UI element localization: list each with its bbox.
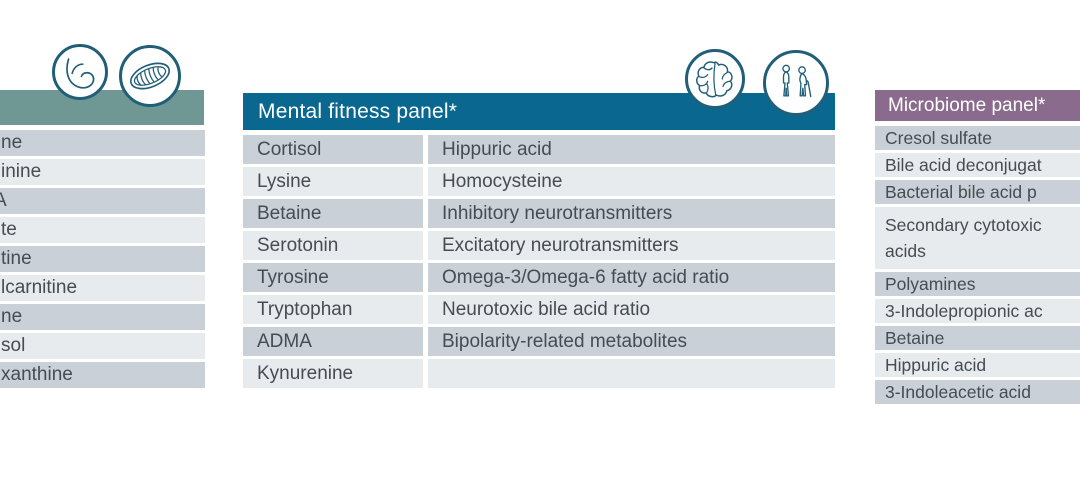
table-row: Cortisol Hippuric acid xyxy=(243,135,835,164)
table-row: xanthine xyxy=(0,362,205,388)
table-cell: Hippuric acid xyxy=(428,135,835,164)
microbiome-title: Microbiome panel* xyxy=(888,94,1046,116)
table-row: ne xyxy=(0,130,205,156)
table-cell: Kynurenine xyxy=(243,359,423,388)
table-cell: Bipolarity-related metabolites xyxy=(428,327,835,356)
table-cell: ADMA xyxy=(243,327,423,356)
table-row: Hippuric acid xyxy=(875,353,1080,377)
table-cell: Omega-3/Omega-6 fatty acid ratio xyxy=(428,263,835,292)
table-cell: Lysine xyxy=(243,167,423,196)
table-cell: Cortisol xyxy=(243,135,423,164)
table-row: A xyxy=(0,188,205,214)
table-cell: Tryptophan xyxy=(243,295,423,324)
brain-icon xyxy=(685,49,745,109)
table-row: Cresol sulfate xyxy=(875,126,1080,150)
mental-fitness-table: Cortisol Hippuric acid Lysine Homocysteine B… xyxy=(243,135,835,391)
table-row: sol xyxy=(0,333,205,359)
table-row: inine xyxy=(0,159,205,185)
table-cell: Tyrosine xyxy=(243,263,423,292)
table-row: Secondary cytotoxic acids xyxy=(875,207,1080,269)
table-row: Betaine Inhibitory neurotransmitters xyxy=(243,199,835,228)
table-row: Betaine xyxy=(875,326,1080,350)
table-row: ADMA Bipolarity-related metabolites xyxy=(243,327,835,356)
table-row: lcarnitine xyxy=(0,275,205,301)
table-row: Tyrosine Omega-3/Omega-6 fatty acid ratio xyxy=(243,263,835,292)
table-cell: Inhibitory neurotransmitters xyxy=(428,199,835,228)
table-cell: Excitatory neurotransmitters xyxy=(428,231,835,260)
table-row: Bile acid deconjugat xyxy=(875,153,1080,177)
table-row: tine xyxy=(0,246,205,272)
table-row: 3-Indolepropionic ac xyxy=(875,299,1080,323)
table-row: Tryptophan Neurotoxic bile acid ratio xyxy=(243,295,835,324)
table-row: Polyamines xyxy=(875,272,1080,296)
table-row: 3-Indoleacetic acid xyxy=(875,380,1080,404)
row-line: Secondary cytotoxic xyxy=(885,215,1042,235)
table-cell: Betaine xyxy=(243,199,423,228)
table-cell: Neurotoxic bile acid ratio xyxy=(428,295,835,324)
mental-fitness-title: Mental fitness panel* xyxy=(258,99,458,123)
row-line: acids xyxy=(885,241,926,261)
microbiome-header: Microbiome panel* xyxy=(875,90,1080,121)
mental-fitness-header: Mental fitness panel* xyxy=(243,93,835,130)
muscle-arm-icon xyxy=(52,44,108,100)
table-cell: Homocysteine xyxy=(428,167,835,196)
table-row: te xyxy=(0,217,205,243)
elderly-couple-icon xyxy=(763,50,829,116)
table-cell: Serotonin xyxy=(243,231,423,260)
table-row: Lysine Homocysteine xyxy=(243,167,835,196)
table-row: Kynurenine xyxy=(243,359,835,388)
table-row: Bacterial bile acid p xyxy=(875,180,1080,204)
table-row: ne xyxy=(0,304,205,330)
mitochondria-icon xyxy=(119,45,181,107)
table-row: Serotonin Excitatory neurotransmitters xyxy=(243,231,835,260)
microbiome-table: Cresol sulfate Bile acid deconjugat Bacter… xyxy=(875,126,1080,407)
table-cell xyxy=(428,359,835,388)
